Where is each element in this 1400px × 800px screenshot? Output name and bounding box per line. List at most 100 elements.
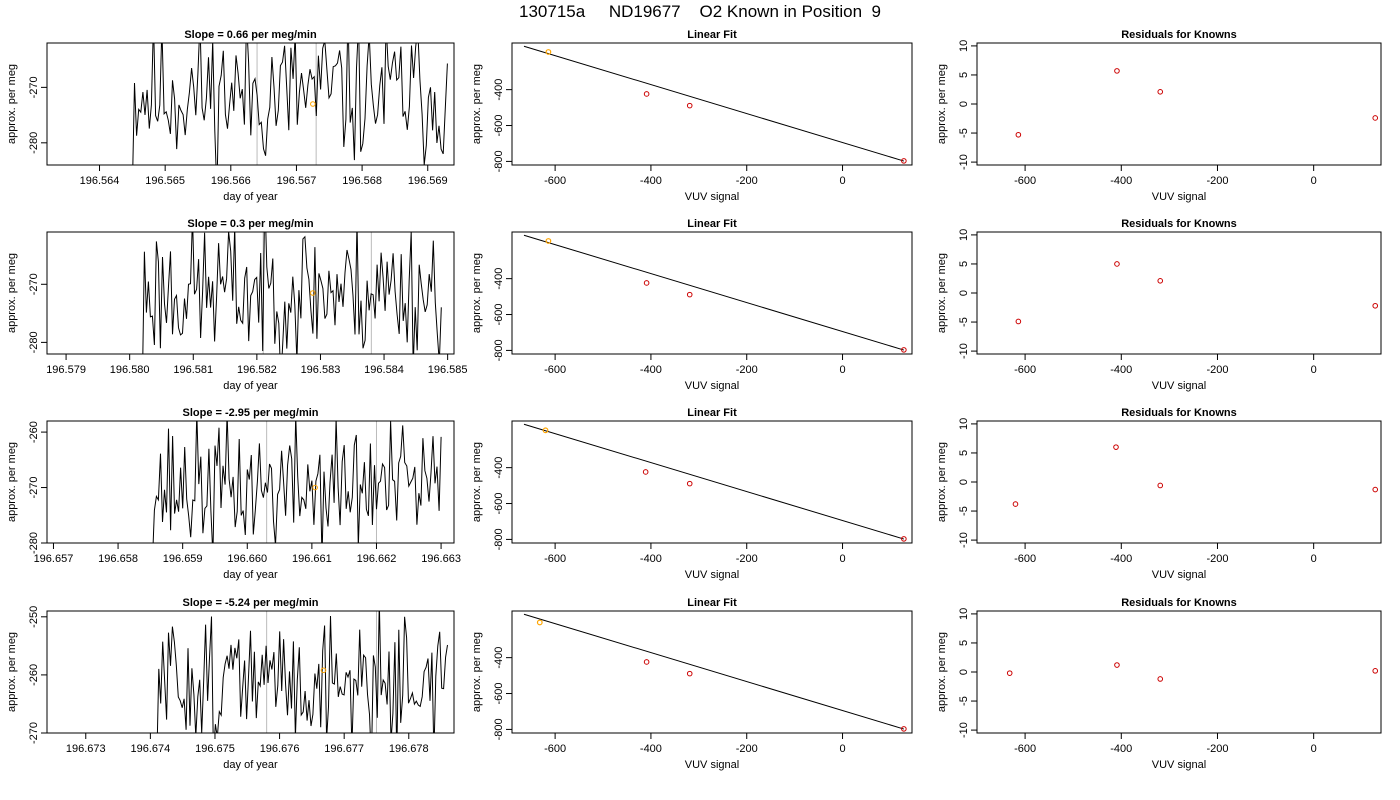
x-tick-label: 196.567 xyxy=(277,175,317,187)
chart-panel-2-3: Residuals for Knowns-600 -400 -200 01050-5-… xyxy=(936,218,1381,392)
series-line xyxy=(150,412,441,571)
x-tick-label: 196.673 xyxy=(66,743,106,755)
panel-title: Slope = -2.95 per meg/min xyxy=(182,407,318,419)
x-tick-label: 0 xyxy=(1311,553,1317,565)
x-tick-label: -200 xyxy=(1206,553,1228,565)
x-tick-label: 196.579 xyxy=(46,364,86,376)
x-tick-label: 196.663 xyxy=(421,553,461,565)
plot-frame xyxy=(512,421,912,543)
y-tick-label: -10 xyxy=(958,532,970,548)
x-tick-label: -400 xyxy=(1110,743,1132,755)
panel-title: Residuals for Knowns xyxy=(1121,218,1237,230)
y-tick-label: -5 xyxy=(958,506,970,516)
x-tick-label: 0 xyxy=(1311,364,1317,376)
y-tick-label: 5 xyxy=(958,261,970,267)
x-tick-label: 196.674 xyxy=(130,743,170,755)
chart-panel-4-1: Slope = -5.24 per meg/min 196.673 196.674 1… xyxy=(6,597,454,771)
plot-frame xyxy=(977,232,1381,354)
x-tick-label: -600 xyxy=(544,743,566,755)
x-tick-label: 196.675 xyxy=(195,743,235,755)
y-axis-label: approx. per meg xyxy=(6,64,18,144)
x-tick-label: -600 xyxy=(544,553,566,565)
panel-title: Slope = -5.24 per meg/min xyxy=(182,597,318,609)
x-tick-label: 0 xyxy=(839,743,845,755)
plot-frame xyxy=(47,421,454,543)
y-tick-label: 10 xyxy=(958,418,970,430)
x-tick-label: 196.568 xyxy=(342,175,382,187)
data-point xyxy=(1016,319,1021,324)
x-tick-label: -200 xyxy=(1206,743,1228,755)
y-tick-label: -260 xyxy=(28,664,40,686)
x-tick-label: 196.580 xyxy=(110,364,150,376)
data-point xyxy=(1373,487,1378,492)
data-point xyxy=(1158,279,1163,284)
y-axis-label: approx. per meg xyxy=(6,632,18,712)
x-tick-label: 0 xyxy=(1311,743,1317,755)
data-point xyxy=(687,671,692,676)
y-tick-label: -800 xyxy=(493,528,505,550)
x-axis-label: VUV signal xyxy=(685,380,739,392)
x-tick-label: 196.565 xyxy=(145,175,185,187)
plot-area xyxy=(1013,445,1377,507)
x-tick-label: -400 xyxy=(640,553,662,565)
fit-line xyxy=(524,46,904,161)
x-tick-label: -200 xyxy=(1206,175,1228,187)
x-tick-label: -400 xyxy=(1110,364,1132,376)
chart-panel-1-3: Residuals for Knowns-600 -400 -200 01050-5-… xyxy=(936,29,1381,203)
y-tick-label: 10 xyxy=(958,229,970,241)
chart-panel-2-2: Linear Fit-600 -400 -200 0-400-600-800VUV s… xyxy=(471,218,912,392)
plot-area xyxy=(524,235,906,352)
data-point xyxy=(1158,483,1163,488)
panel-title: Linear Fit xyxy=(687,597,737,609)
plot-area xyxy=(1007,663,1377,682)
y-tick-label: -600 xyxy=(493,115,505,137)
x-tick-label: 196.677 xyxy=(324,743,364,755)
x-tick-label: -200 xyxy=(1206,364,1228,376)
panel-title: Residuals for Knowns xyxy=(1121,407,1237,419)
y-tick-label: -270 xyxy=(28,273,40,295)
y-tick-label: 0 xyxy=(958,101,970,107)
y-axis-label: approx. per meg xyxy=(471,253,483,333)
y-tick-label: 0 xyxy=(958,290,970,296)
y-tick-label: -5 xyxy=(958,128,970,138)
x-tick-label: 0 xyxy=(1311,175,1317,187)
y-tick-label: -600 xyxy=(493,304,505,326)
plot-area xyxy=(524,424,906,541)
y-tick-label: -10 xyxy=(958,722,970,738)
x-tick-label: 196.583 xyxy=(301,364,341,376)
x-tick-label: -400 xyxy=(640,743,662,755)
data-point xyxy=(1007,671,1012,676)
x-tick-label: -600 xyxy=(1014,175,1036,187)
y-tick-label: 10 xyxy=(958,608,970,620)
data-point xyxy=(687,292,692,297)
x-tick-label: 196.661 xyxy=(292,553,332,565)
chart-panel-4-3: Residuals for Knowns -600 -400 -200 0 10 5 0 -5 -… xyxy=(936,597,1381,771)
x-tick-label: -200 xyxy=(736,553,758,565)
plot-frame xyxy=(977,43,1381,165)
data-point xyxy=(1115,262,1120,267)
x-tick-label: 0 xyxy=(839,175,845,187)
data-point xyxy=(1114,445,1119,450)
y-tick-label: 0 xyxy=(958,479,970,485)
x-tick-label: -600 xyxy=(544,175,566,187)
x-tick-label: 196.678 xyxy=(389,743,429,755)
data-point xyxy=(1158,90,1163,95)
chart-panel-2-1: Slope = 0.3 per meg/min 196.579 196.580 196… xyxy=(6,193,468,392)
y-axis-label: approx. per meg xyxy=(6,442,18,522)
plot-area xyxy=(1016,262,1377,324)
x-tick-label: -600 xyxy=(1014,743,1036,755)
data-point xyxy=(1158,677,1163,682)
data-point xyxy=(687,103,692,108)
y-axis-label: approx. per meg xyxy=(936,442,948,522)
x-tick-label: 196.660 xyxy=(227,553,267,565)
x-axis-label: VUV signal xyxy=(1152,759,1206,771)
x-axis-label: VUV signal xyxy=(1152,191,1206,203)
y-tick-label: -800 xyxy=(493,150,505,172)
x-axis-label: day of year xyxy=(223,191,278,203)
data-point xyxy=(644,660,649,665)
y-axis-label: approx. per meg xyxy=(471,64,483,144)
x-tick-label: 196.658 xyxy=(98,553,138,565)
x-axis-label: day of year xyxy=(223,759,278,771)
plot-frame xyxy=(512,43,912,165)
chart-panel-3-1: Slope = -2.95 per meg/min 196.657 196.658 1… xyxy=(6,407,461,581)
